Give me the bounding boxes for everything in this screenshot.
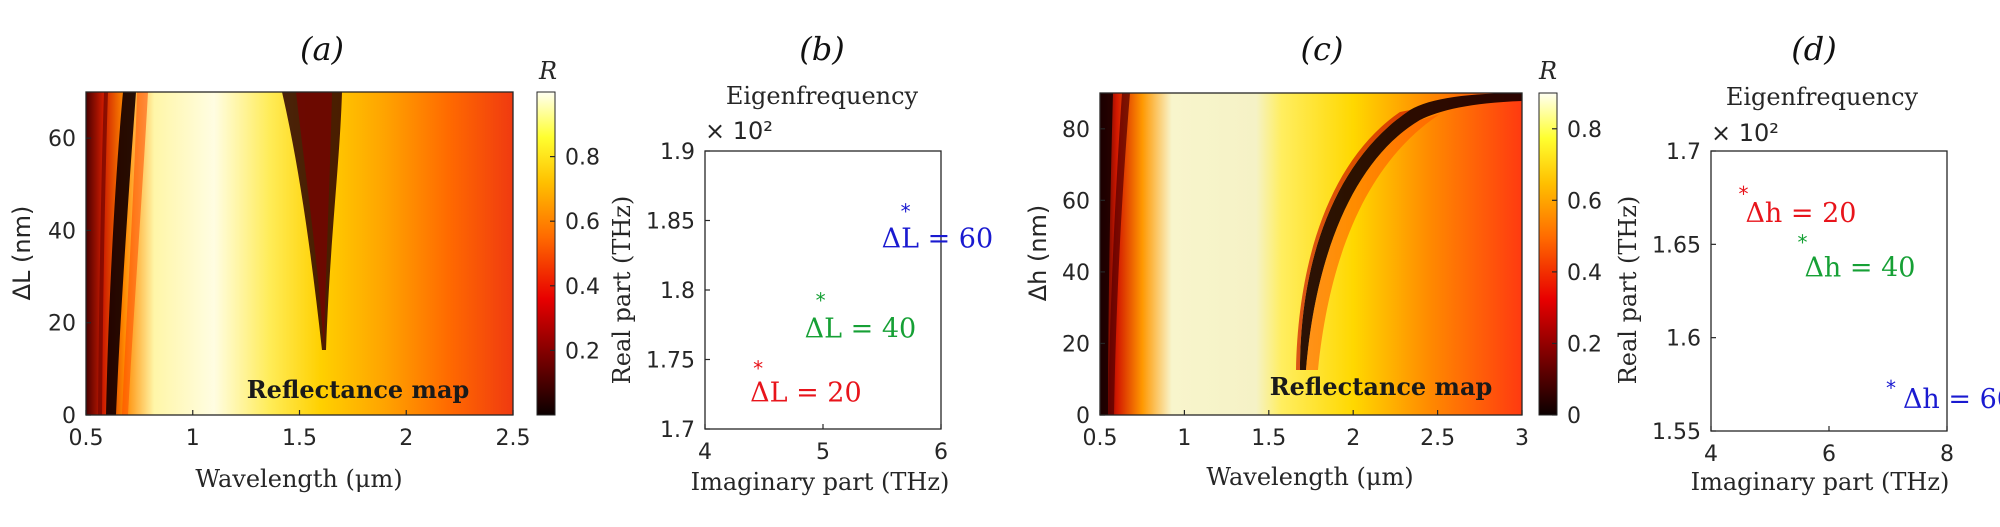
- data-point-marker: *: [816, 288, 826, 312]
- x-tick-label: 1: [1177, 426, 1191, 451]
- colorbar-tick-label: 0: [1567, 404, 1581, 429]
- data-point-label: ΔL = 40: [805, 313, 917, 344]
- data-point-marker: *: [753, 356, 763, 380]
- colorbar-tick-label: 0.4: [565, 275, 600, 300]
- panel-c-label: (c): [1301, 30, 1344, 68]
- data-point-label: Δh = 40: [1804, 253, 1915, 284]
- x-tick-label: 1.5: [282, 426, 317, 451]
- x-tick-label: 4: [1704, 442, 1718, 467]
- y-tick-label: 1.55: [1652, 420, 1701, 445]
- y-tick-label: 0: [62, 404, 76, 429]
- y-tick-label: 1.7: [660, 418, 695, 443]
- panel-d-xlabel: Imaginary part (THz): [1691, 468, 1950, 496]
- panel-d-label: (d): [1791, 30, 1836, 68]
- y-tick-label: 1.85: [646, 210, 695, 235]
- y-tick-label: 20: [48, 312, 76, 337]
- panel-b-label: (b): [799, 30, 844, 68]
- x-tick-label: 8: [1940, 442, 1954, 467]
- panel-a-colorbar: R 0.2 0.4 0.6 0.8: [536, 57, 600, 416]
- panel-c-xlabel: Wavelength (μm): [1206, 463, 1413, 491]
- colorbar-tick-label: 0.8: [1567, 118, 1602, 143]
- panel-a-label: (a): [300, 30, 344, 68]
- data-point-label: Δh = 20: [1745, 198, 1856, 229]
- data-point-marker: *: [1797, 231, 1807, 255]
- panel-d-title: Eigenfrequency: [1726, 83, 1919, 111]
- panel-d-axes: Imaginary part (THz) Real part (THz) 4 6 8…: [1614, 140, 2000, 496]
- x-tick-label: 1.5: [1251, 426, 1286, 451]
- x-tick-label: 0.5: [1083, 426, 1118, 451]
- panel-b-multiplier: × 10²: [705, 117, 773, 145]
- x-tick-label: 4: [698, 440, 712, 465]
- y-tick-label: 40: [1062, 261, 1090, 286]
- panel-a-xlabel: Wavelength (μm): [195, 465, 402, 493]
- panel-a-colorbar-label: R: [538, 57, 557, 85]
- data-point-marker: *: [1738, 182, 1748, 206]
- panel-a-annotation: Reflectance map: [247, 375, 470, 404]
- panel-c-colorbar: R 0 0.2 0.4 0.6 0.8: [1538, 57, 1602, 429]
- y-tick-label: 1.65: [1652, 233, 1701, 258]
- panel-a-heatmap: [86, 92, 513, 415]
- panel-b-title: Eigenfrequency: [726, 82, 919, 110]
- panel-d-multiplier: × 10²: [1711, 119, 1779, 147]
- x-tick-label: 1: [186, 426, 200, 451]
- x-tick-label: 6: [934, 440, 948, 465]
- x-tick-label: 3: [1515, 426, 1529, 451]
- y-tick-label: 0: [1076, 404, 1090, 429]
- data-point-label: ΔL = 20: [750, 377, 862, 408]
- y-tick-label: 1.8: [660, 279, 695, 304]
- y-tick-label: 20: [1062, 332, 1090, 357]
- panel-c-axes: Reflectance map Wavelength (μm) Δh (nm) …: [1024, 92, 1529, 491]
- panel-b-xlabel: Imaginary part (THz): [691, 468, 950, 496]
- y-tick-label: 1.6: [1666, 327, 1701, 352]
- panel-c-annotation: Reflectance map: [1270, 372, 1493, 401]
- data-point-marker: *: [1886, 376, 1896, 400]
- panel-a-axes: Reflectance map Wavelength (μm) ΔL (nm) …: [8, 91, 531, 493]
- x-tick-label: 2: [1346, 426, 1360, 451]
- x-tick-label: 2.5: [1420, 426, 1455, 451]
- x-tick-label: 5: [816, 440, 830, 465]
- colorbar-tick-label: 0.2: [1567, 332, 1602, 357]
- y-tick-label: 1.9: [660, 140, 695, 165]
- panel-b-axes: Imaginary part (THz) Real part (THz) 4 5 6…: [608, 140, 993, 496]
- y-tick-label: 60: [48, 127, 76, 152]
- panel-c-colorbar-label: R: [1538, 57, 1557, 85]
- data-point-label: Δh = 60: [1903, 384, 2000, 415]
- data-point-label: ΔL = 60: [882, 223, 994, 254]
- x-tick-label: 2: [399, 426, 413, 451]
- colorbar-tick-label: 0.2: [565, 339, 600, 364]
- x-tick-label: 2.5: [496, 426, 531, 451]
- colorbar-tick-label: 0.6: [1567, 189, 1602, 214]
- panel-c-ylabel: Δh (nm): [1024, 205, 1052, 302]
- colorbar-tick-label: 0.4: [1567, 261, 1602, 286]
- panel-b-ylabel: Real part (THz): [608, 196, 636, 385]
- colorbar-tick-label: 0.6: [565, 210, 600, 235]
- y-tick-label: 1.7: [1666, 140, 1701, 165]
- y-tick-label: 60: [1062, 189, 1090, 214]
- panel-a-ylabel: ΔL (nm): [8, 206, 36, 301]
- data-point-marker: *: [901, 199, 911, 223]
- panel-c-heatmap: [1100, 93, 1522, 415]
- x-tick-label: 0.5: [69, 426, 104, 451]
- panel-d-ylabel: Real part (THz): [1614, 196, 1642, 385]
- x-tick-label: 6: [1822, 442, 1836, 467]
- y-tick-label: 1.75: [646, 349, 695, 374]
- y-tick-label: 80: [1062, 118, 1090, 143]
- y-tick-label: 40: [48, 219, 76, 244]
- colorbar-tick-label: 0.8: [565, 146, 600, 171]
